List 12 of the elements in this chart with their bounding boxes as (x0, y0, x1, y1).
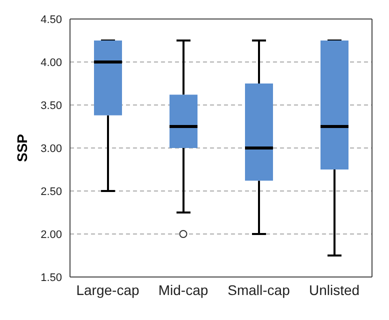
y-tick-label: 2.50 (40, 186, 62, 198)
y-tick-label: 3.00 (40, 142, 62, 155)
x-tick-label: Large-cap (76, 282, 140, 298)
x-tick-label: Mid-cap (158, 282, 208, 298)
y-tick-label: 4.50 (40, 14, 62, 26)
y-tick-label: 4.00 (40, 56, 62, 69)
y-tick-label: 2.00 (40, 228, 62, 241)
x-tick-label: Unlisted (308, 282, 360, 298)
x-tick-label: Small-cap (228, 282, 290, 298)
y-tick-label: 1.50 (40, 272, 62, 284)
y-tick-label: 3.50 (40, 100, 62, 112)
y-axis-title: SSP (14, 134, 30, 162)
